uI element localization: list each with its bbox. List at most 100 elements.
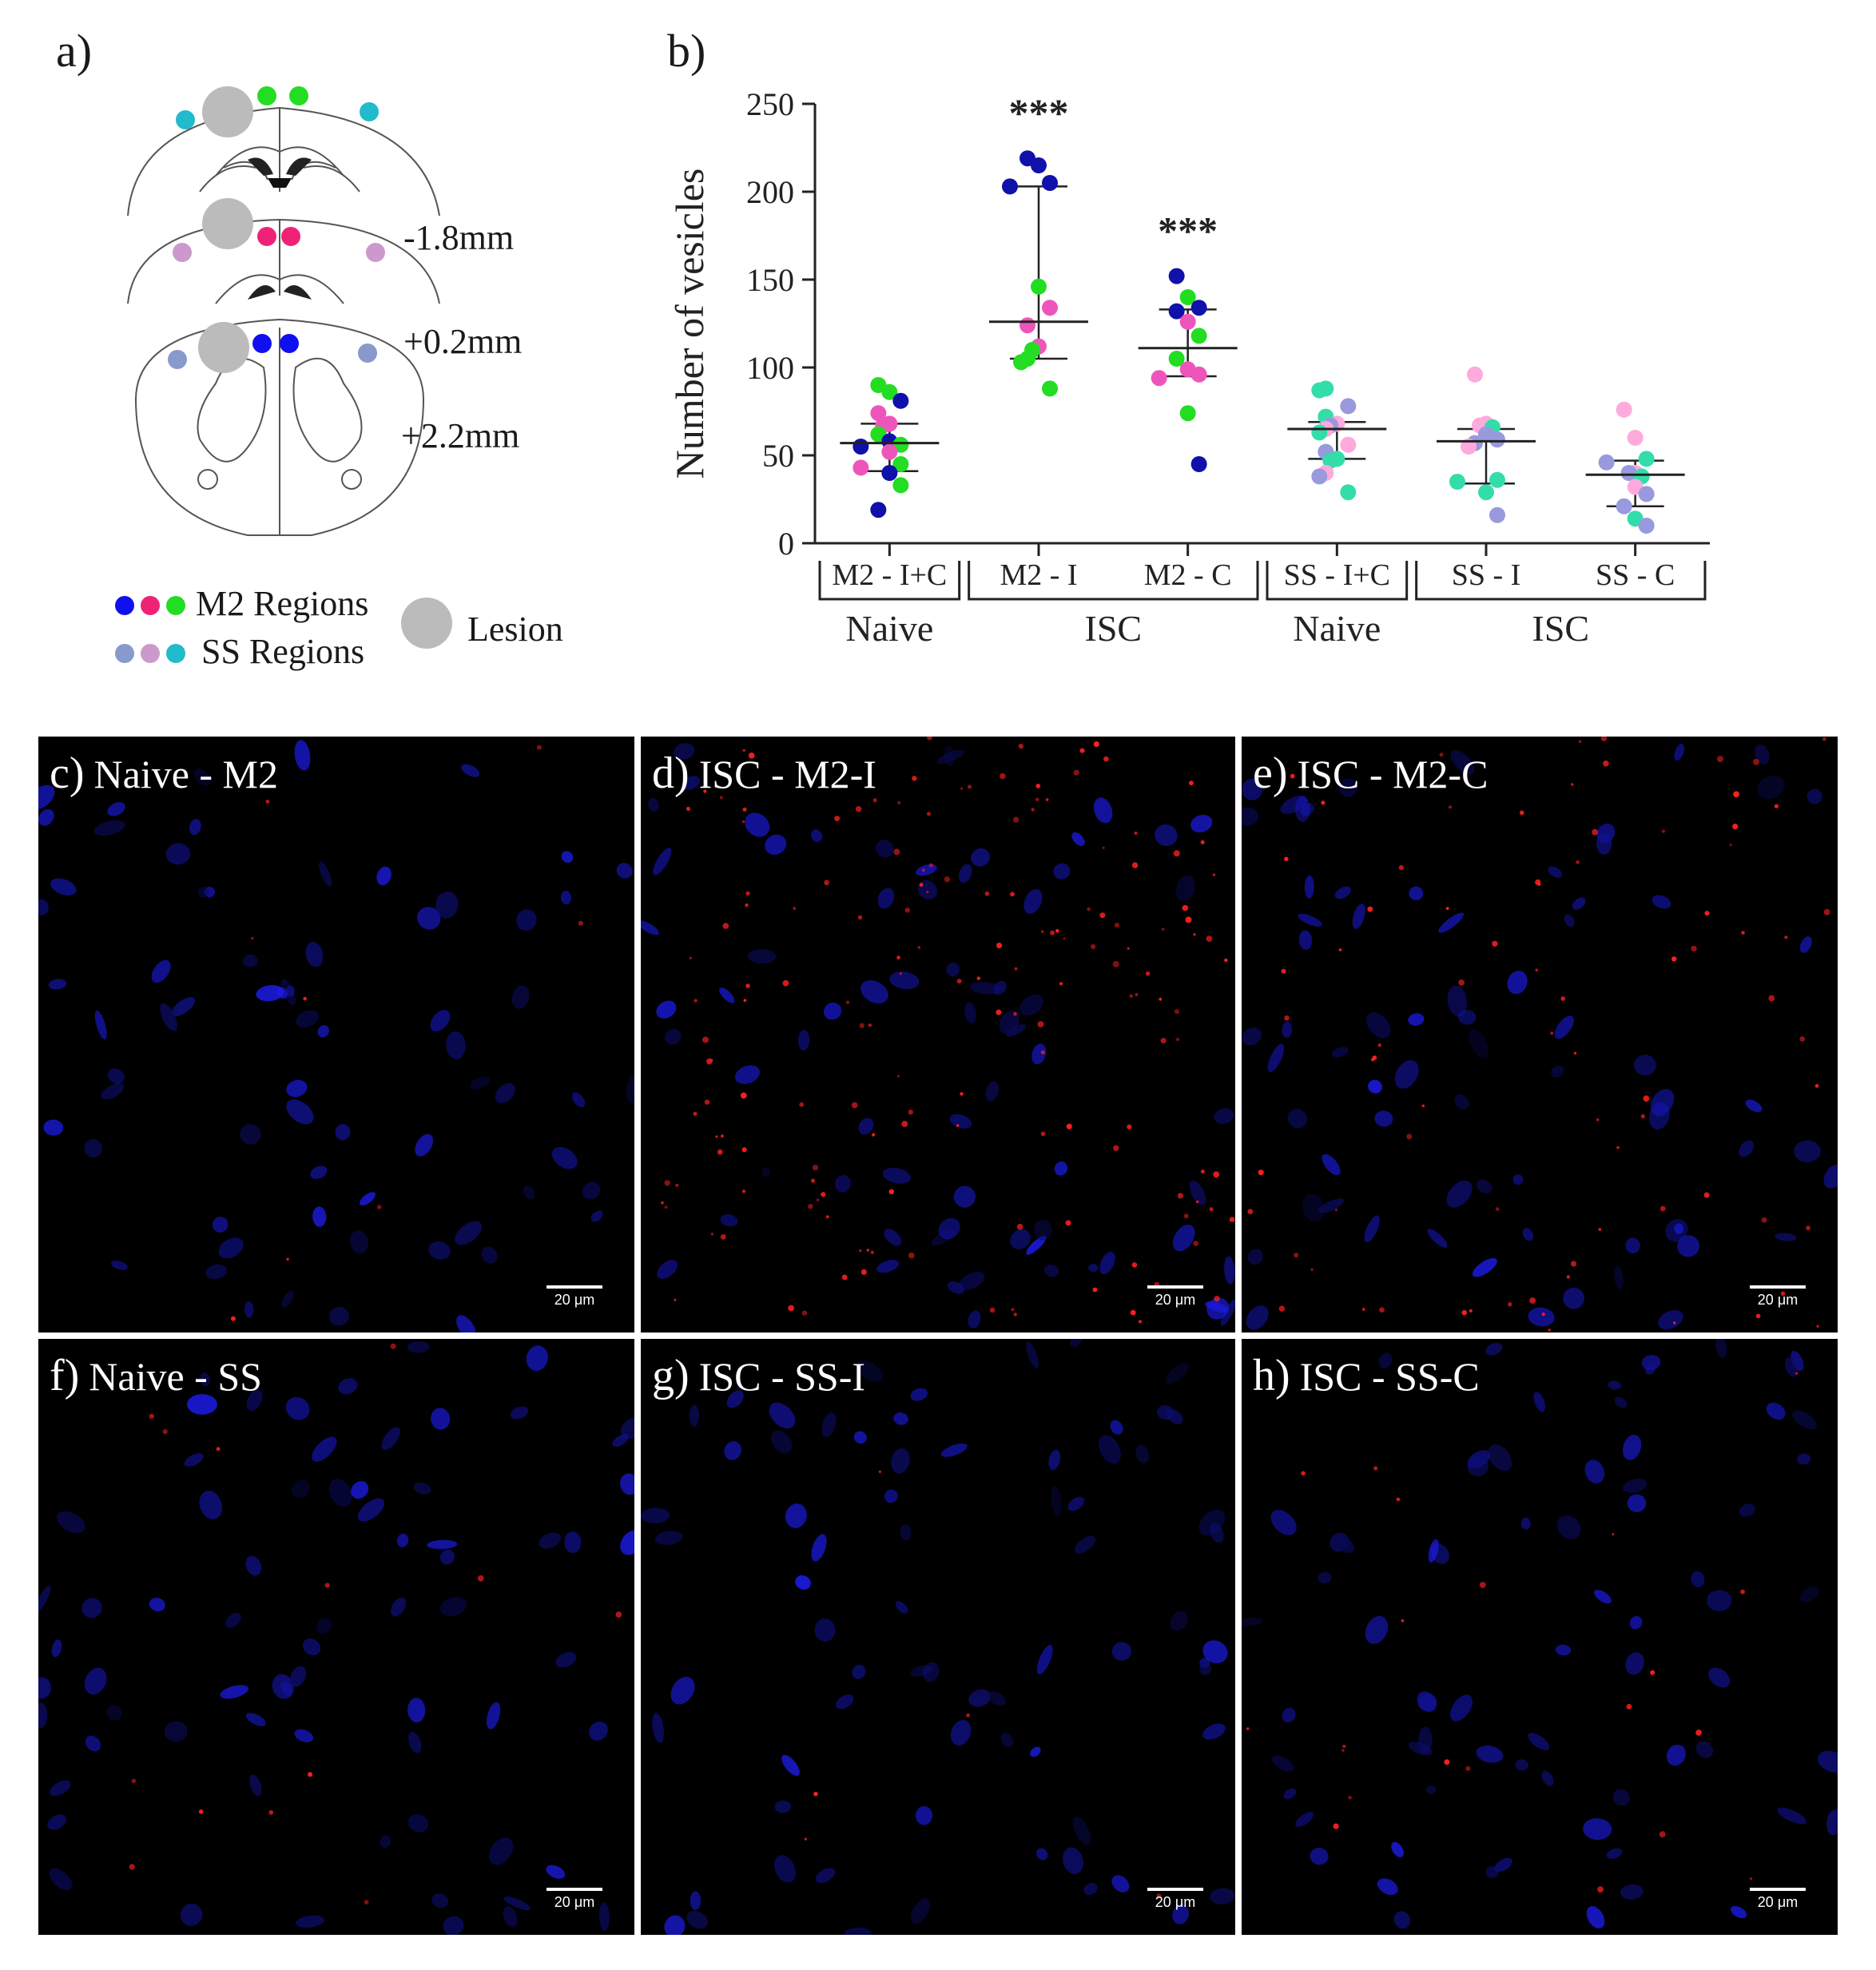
- nucleus-blob: [835, 1174, 851, 1193]
- micrograph-letter: e): [1253, 749, 1288, 798]
- nucleus-blob: [1063, 1847, 1083, 1875]
- group-label: ISC: [1532, 608, 1590, 649]
- nucleus-blob: [719, 987, 735, 1003]
- micrograph-label: e) ISC - M2-C: [1253, 748, 1488, 799]
- vesicle-dot: [1185, 916, 1192, 923]
- nucleus-blob: [993, 980, 1007, 995]
- nucleus-blob: [815, 1868, 836, 1884]
- vesicle-dot: [1398, 865, 1404, 871]
- group-label: Naive: [1293, 608, 1381, 649]
- scale-bar-label: 20 μm: [1155, 1292, 1196, 1308]
- nucleus-blob: [1030, 1746, 1041, 1758]
- vesicle-dot: [721, 1134, 724, 1138]
- nucleus-blob: [1797, 1453, 1811, 1465]
- nucleus-blob: [189, 818, 201, 836]
- nucleus-blob: [1608, 1380, 1622, 1390]
- ss-region-dot: [168, 350, 187, 369]
- nucleus-blob: [900, 1524, 912, 1541]
- vesicle-dot: [149, 1413, 154, 1420]
- nucleus-blob: [47, 1814, 66, 1830]
- vesicle-dot: [686, 806, 691, 811]
- vesicle-dot: [748, 753, 755, 759]
- vesicle-dot: [1174, 1009, 1179, 1015]
- vesicle-dot: [1612, 1533, 1615, 1536]
- nucleus-blob: [909, 1665, 932, 1677]
- nucleus-blob: [1792, 1410, 1817, 1430]
- nucleus-blob: [1739, 1140, 1755, 1158]
- vesicle-dot: [702, 1036, 709, 1043]
- nucleus-blob: [407, 1698, 426, 1723]
- nucleus-blob: [200, 1372, 210, 1387]
- data-point: [1179, 313, 1196, 330]
- nucleus-blob: [470, 1076, 491, 1090]
- scale-bar-line: [1750, 1285, 1806, 1289]
- nucleus-blob: [1368, 1079, 1382, 1094]
- vesicle-dot: [1816, 1325, 1819, 1328]
- vesicle-dot: [1616, 1146, 1620, 1150]
- nucleus-blob: [305, 941, 324, 967]
- vesicle-dot: [1050, 930, 1055, 935]
- nucleus-blob: [407, 1340, 430, 1353]
- nucleus-blob: [785, 1503, 807, 1528]
- nucleus-blob: [999, 1010, 1019, 1035]
- nucleus-blob: [1418, 1726, 1433, 1754]
- vesicle-dot: [1065, 1220, 1071, 1226]
- vesicle-dot: [944, 876, 951, 883]
- vesicle-dot: [1703, 1192, 1710, 1198]
- vesicle-dot: [1371, 1058, 1375, 1062]
- nucleus-blob: [151, 959, 171, 983]
- vesicle-dot: [1193, 1241, 1198, 1246]
- vesicle-dot: [893, 848, 900, 856]
- vesicle-dot: [1814, 1083, 1819, 1088]
- vesicle-dot: [162, 1428, 168, 1435]
- vesicle-dot: [1127, 1124, 1132, 1130]
- m2-region-dot: [257, 227, 276, 246]
- nucleus-blob: [38, 784, 55, 810]
- vesicle-dot: [1733, 791, 1739, 798]
- micrograph-letter: h): [1253, 1351, 1290, 1400]
- legend-lesion-label: Lesion: [467, 610, 563, 649]
- vesicle-dot: [715, 1135, 718, 1138]
- nucleus-blob: [949, 1114, 972, 1129]
- nucleus-blob: [1202, 1640, 1228, 1664]
- scale-bar-label: 20 μm: [1757, 1894, 1798, 1910]
- nucleus-blob: [1556, 1515, 1581, 1539]
- vesicle-dot: [1550, 1031, 1554, 1035]
- nucleus-blob: [1651, 895, 1671, 909]
- nucleus-blob: [953, 1186, 976, 1208]
- nucleus-blob: [38, 1585, 51, 1614]
- vesicle-dot: [1671, 956, 1677, 962]
- nucleus-blob: [652, 1713, 664, 1743]
- scale-bar-label: 20 μm: [554, 1292, 595, 1308]
- coordinate-label: -1.8mm: [403, 218, 515, 257]
- vesicle-dot: [1114, 923, 1120, 928]
- vesicle-dot: [851, 1102, 858, 1109]
- vesicle-dot: [1214, 1296, 1220, 1302]
- legend-lesion-swatch: [401, 598, 452, 649]
- nucleus-blob: [523, 1186, 535, 1200]
- nucleus-blob: [551, 1146, 578, 1170]
- nucleus-blob: [1267, 1043, 1285, 1072]
- x-tick-label: M2 - I: [1000, 558, 1077, 592]
- nucleus-blob: [561, 851, 574, 863]
- data-point: [1190, 328, 1207, 344]
- nucleus-blob: [84, 1138, 103, 1158]
- nucleus-blob: [588, 1721, 608, 1741]
- nucleus-blob: [1507, 971, 1528, 995]
- nucleus-blob: [1295, 796, 1310, 822]
- vesicle-dot: [1570, 1261, 1577, 1267]
- nucleus-blob: [290, 1666, 307, 1687]
- vesicle-dot: [703, 789, 707, 793]
- nucleus-blob: [1070, 1339, 1083, 1347]
- vesicle-dot: [813, 1791, 818, 1797]
- vesicle-dot: [1301, 1471, 1306, 1476]
- vesicle-dot: [704, 1099, 710, 1105]
- data-point: [892, 477, 909, 494]
- scale-bar: 20 μm: [1750, 1285, 1806, 1309]
- nucleus-blob: [876, 1260, 900, 1273]
- nucleus-blob: [761, 1167, 770, 1178]
- nucleus-blob: [823, 1002, 842, 1020]
- vesicle-dot: [1795, 1372, 1798, 1375]
- nucleus-blob: [958, 864, 972, 884]
- micrograph-panel: d) ISC - M2-I 20 μm: [641, 737, 1235, 1333]
